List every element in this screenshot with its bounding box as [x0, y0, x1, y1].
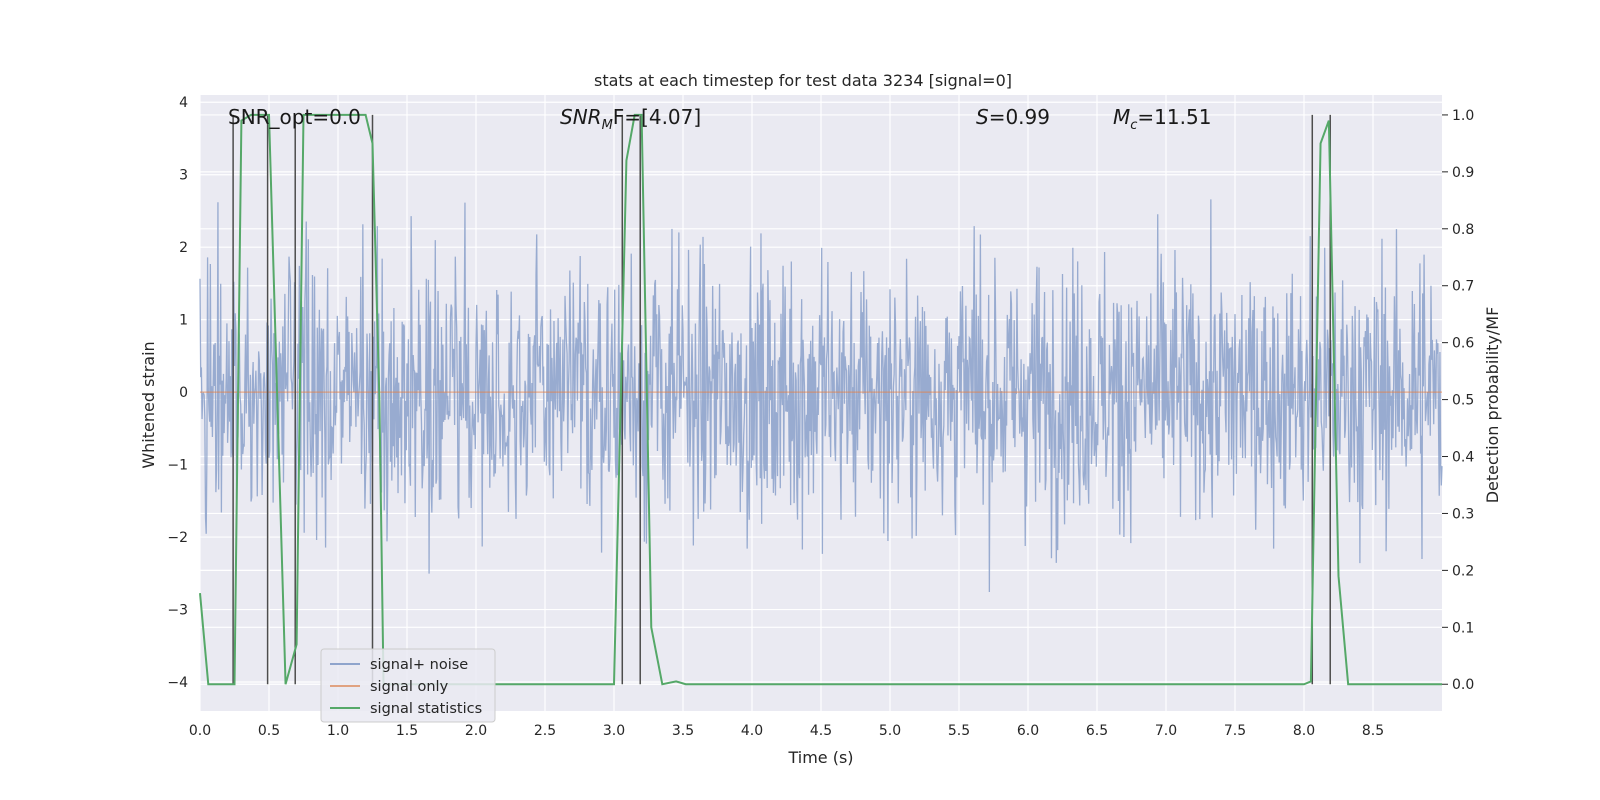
x-tick-label-4: 2.0	[465, 723, 487, 739]
y-tick-label-3: −1	[167, 458, 188, 474]
x-tick-label-11: 5.5	[948, 723, 970, 739]
chart-title: stats at each timestep for test data 323…	[594, 71, 1012, 90]
x-tick-label-3: 1.5	[396, 723, 418, 739]
x-axis-label: Time (s)	[787, 748, 853, 767]
x-tick-label-0: 0.0	[189, 723, 211, 739]
y-tick-label-8: 4	[179, 95, 188, 111]
y2-tick-label-1: 0.1	[1452, 620, 1474, 636]
y-tick-label-0: −4	[167, 675, 188, 691]
series-signal-plus-noise	[199, 199, 1443, 593]
y-tick-label-2: −2	[167, 530, 188, 546]
annotation-snr-mf: SNRMF=[4.07]	[560, 105, 701, 133]
y-tick-label-5: 1	[179, 313, 188, 329]
annotation-snr-opt: SNR_opt=0.0	[228, 105, 361, 129]
noise-trace	[199, 199, 1443, 593]
x-tick-label-9: 4.5	[810, 723, 832, 739]
legend: signal+ noise signal only signal statist…	[320, 648, 496, 723]
vertical-markers	[232, 114, 1331, 685]
annotation-mc: Mc=11.51	[1113, 105, 1211, 133]
annotation-mc-rest: =11.51	[1137, 105, 1211, 129]
annotation-mc-sub: c	[1130, 118, 1137, 133]
x-tick-label-10: 5.0	[879, 723, 901, 739]
legend-box	[320, 648, 496, 723]
y2-tick-label-9: 0.9	[1452, 165, 1474, 181]
x-tick-label-5: 2.5	[534, 723, 556, 739]
y2-tick-label-10: 1.0	[1452, 108, 1474, 124]
x-tick-label-2: 1.0	[327, 723, 349, 739]
x-tick-label-15: 7.5	[1224, 723, 1246, 739]
annotation-mc-var: M	[1113, 105, 1130, 129]
x-tick-label-14: 7.0	[1155, 723, 1177, 739]
y2-tick-label-5: 0.5	[1452, 393, 1474, 409]
legend-label-signal-only: signal only	[370, 679, 449, 695]
y2-tick-label-7: 0.7	[1452, 279, 1474, 295]
annotation-snr-mf-sub: M	[602, 118, 613, 133]
x-tick-label-8: 4.0	[741, 723, 763, 739]
x-tick-label-17: 8.5	[1362, 723, 1384, 739]
y2-tick-label-8: 0.8	[1452, 222, 1474, 238]
legend-label-signal-plus-noise: signal+ noise	[370, 657, 468, 673]
y2-tick-label-6: 0.6	[1452, 336, 1474, 352]
y2-tick-label-4: 0.4	[1452, 450, 1474, 466]
y2-tick-label-0: 0.0	[1452, 677, 1474, 693]
y2-tick-label-2: 0.2	[1452, 563, 1474, 579]
x-tick-label-12: 6.0	[1017, 723, 1039, 739]
y-tick-label-4: 0	[179, 385, 188, 401]
legend-label-signal-statistics: signal statistics	[370, 701, 482, 717]
x-tick-label-1: 0.5	[258, 723, 280, 739]
x-tick-label-7: 3.5	[672, 723, 694, 739]
y-tick-labels: −4 −3 −2 −1 0 1 2 3 4	[167, 95, 188, 691]
series-signal-statistics	[199, 113, 1442, 686]
y-tick-label-7: 3	[179, 168, 188, 184]
x-tick-label-16: 8.0	[1293, 723, 1315, 739]
x-tick-label-6: 3.0	[603, 723, 625, 739]
grid-lines	[199, 95, 1442, 711]
y-axis-label: Whitened strain	[139, 341, 158, 468]
annotation-s-rest: =0.99	[989, 105, 1050, 129]
x-tick-labels: 0.0 0.5 1.0 1.5 2.0 2.5 3.0 3.5 4.0 4.5 5.0 5.5 6.0 6…	[189, 723, 1384, 739]
y-tick-label-6: 2	[179, 240, 188, 256]
annotation-s-var: S	[976, 105, 989, 129]
y2-axis-label: Detection probability/MF	[1483, 307, 1502, 504]
annotation-snr-mf-main: SNR	[560, 105, 602, 129]
y-tick-label-1: −3	[167, 603, 188, 619]
x-tick-label-13: 6.5	[1086, 723, 1108, 739]
annotation-s: S=0.99	[976, 105, 1050, 129]
y2-tick-labels: 0.0 0.1 0.2 0.3 0.4 0.5 0.6 0.7 0.8 0.9 1.0	[1442, 108, 1474, 693]
y2-tick-label-3: 0.3	[1452, 506, 1474, 522]
annotation-snr-mf-rest: F=[4.07]	[613, 105, 701, 129]
